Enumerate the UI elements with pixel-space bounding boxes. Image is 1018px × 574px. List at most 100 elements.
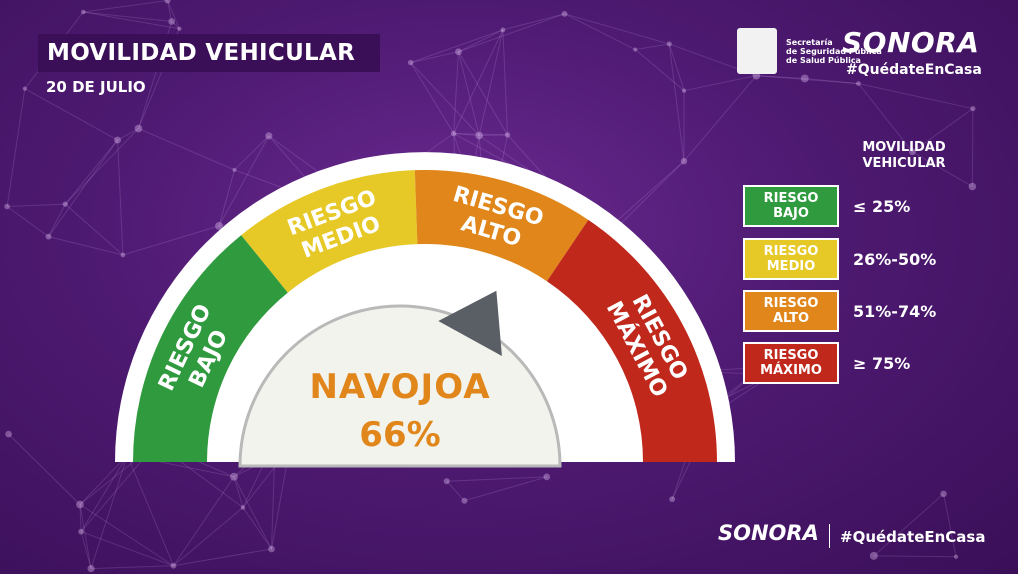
- network-line: [458, 51, 508, 136]
- legend-swatch-bajo: RIESGO BAJO: [743, 185, 839, 227]
- network-node: [87, 565, 95, 573]
- legend-label-line-1: RIESGO: [763, 244, 819, 259]
- network-line: [912, 108, 974, 153]
- network-node: [450, 130, 457, 137]
- legend-label-line-1: RIESGO: [763, 191, 819, 206]
- government-seal-logo: [737, 28, 777, 74]
- network-line: [478, 29, 504, 136]
- network-line: [446, 480, 465, 502]
- legend-item-alto: RIESGO ALTO 51%-74%: [743, 288, 936, 334]
- page-title: MOVILIDAD VEHICULAR: [47, 40, 356, 66]
- network-line: [453, 51, 459, 134]
- network-node: [164, 0, 171, 4]
- network-line: [48, 139, 118, 237]
- network-node: [953, 554, 959, 559]
- agency-line-3: de Salud Pública: [786, 56, 861, 65]
- date-label: 20 DE JULIO: [46, 78, 146, 96]
- network-line: [668, 43, 685, 162]
- network-node: [229, 472, 238, 481]
- network-node: [455, 48, 462, 56]
- legend-label-line-2: MÁXIMO: [760, 363, 822, 378]
- network-line: [171, 21, 180, 30]
- network-line: [453, 29, 504, 134]
- network-line: [410, 29, 504, 64]
- network-line: [912, 151, 973, 187]
- network-node: [680, 157, 688, 165]
- gauge-segments: [133, 170, 717, 462]
- network-line: [502, 29, 509, 135]
- network-line: [234, 135, 270, 171]
- legend-swatch-alto: RIESGO ALTO: [743, 290, 839, 332]
- network-node: [4, 203, 10, 210]
- network-line: [117, 140, 124, 256]
- network-line: [126, 455, 174, 566]
- network-line: [635, 43, 670, 51]
- network-line: [564, 13, 636, 51]
- network-line: [79, 504, 174, 567]
- network-line: [756, 75, 859, 85]
- network-line: [83, 11, 172, 22]
- network-line: [79, 504, 92, 569]
- network-line: [242, 507, 272, 550]
- legend-swatch-medio: RIESGO MEDIO: [743, 238, 839, 280]
- network-line: [502, 13, 565, 31]
- network-node: [78, 528, 84, 535]
- network-line: [453, 133, 480, 136]
- network-line: [7, 203, 66, 208]
- network-line: [683, 75, 757, 162]
- network-line: [410, 62, 480, 136]
- network-line: [464, 476, 547, 502]
- network-line: [971, 108, 974, 187]
- network-line: [873, 493, 944, 557]
- network-line: [479, 134, 508, 136]
- network-node: [265, 132, 273, 140]
- network-node: [666, 41, 672, 47]
- network-line: [173, 548, 272, 567]
- legend-range-maximo: ≥ 75%: [853, 353, 911, 373]
- network-line: [167, 0, 173, 22]
- network-node: [62, 201, 68, 207]
- network-line: [410, 51, 459, 64]
- network-line: [457, 51, 480, 136]
- network-node: [443, 478, 450, 485]
- network-node: [168, 18, 176, 25]
- network-line: [8, 433, 81, 505]
- network-line: [683, 75, 757, 92]
- network-node: [461, 497, 468, 504]
- network-line: [873, 555, 957, 558]
- network-line: [804, 77, 859, 85]
- legend-range-medio: 26%-50%: [853, 249, 937, 269]
- network-node: [76, 500, 84, 509]
- gauge-needle: [438, 290, 502, 356]
- legend-heading-line-2: VEHICULAR: [862, 156, 946, 171]
- network-node: [177, 26, 182, 31]
- hashtag-bottom: #QuédateEnCasa: [840, 528, 986, 546]
- network-node: [856, 81, 861, 86]
- network-node: [120, 252, 126, 258]
- network-line: [858, 83, 974, 110]
- network-line: [218, 169, 235, 227]
- gauge-segment-maximo: [546, 219, 717, 462]
- gauge-segment-alto: [414, 170, 589, 282]
- agency-line-2: de Seguridad Pública: [786, 47, 882, 56]
- network-line: [64, 203, 124, 256]
- network-node: [114, 136, 122, 144]
- legend-range-alto: 51%-74%: [853, 301, 937, 321]
- network-line: [83, 0, 168, 13]
- legend-item-bajo: RIESGO BAJO ≤ 25%: [743, 183, 910, 229]
- legend-label-line-2: MEDIO: [766, 259, 816, 274]
- network-line: [410, 62, 455, 134]
- legend-label-line-2: BAJO: [773, 206, 809, 221]
- legend-label-line-2: ALTO: [772, 311, 810, 326]
- network-line: [458, 29, 504, 53]
- gauge-value-label: 66%: [359, 415, 440, 455]
- network-node: [800, 74, 809, 83]
- network-line: [79, 454, 128, 505]
- legend-heading: MOVILIDAD VEHICULAR: [852, 140, 956, 172]
- network-line: [858, 83, 913, 153]
- sonora-logo-bottom: SONORA: [718, 521, 819, 545]
- network-line: [79, 504, 82, 532]
- network-node: [669, 496, 676, 503]
- network-node: [504, 132, 511, 138]
- network-node: [543, 473, 551, 481]
